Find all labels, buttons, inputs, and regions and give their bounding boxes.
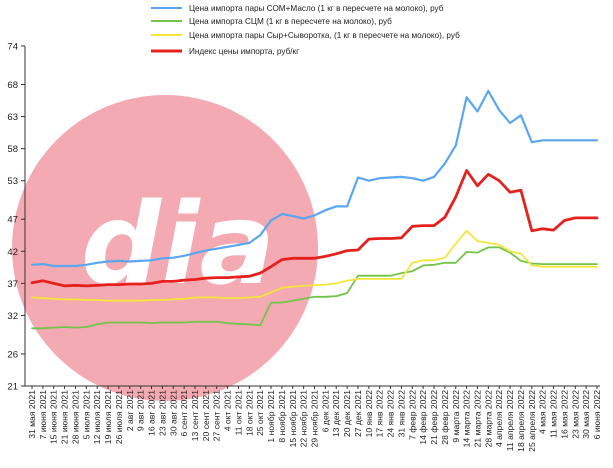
x-tick-label: 18 окт 2021 — [244, 390, 254, 436]
series-line-2 — [31, 246, 598, 330]
x-tick-label: 21 февр 2022 — [429, 390, 439, 445]
x-tick-label: 29 ноябр 2021 — [310, 390, 320, 448]
legend-label-1: Цена импорта пары СОМ+Масло (1 кг в пере… — [189, 4, 444, 13]
y-tick-label: 42 — [7, 247, 18, 258]
x-tick-label: 17 янв 2022 — [375, 390, 385, 438]
x-tick-label: 20 дек 2021 — [342, 390, 352, 437]
x-tick-label: 11 мая 2022 — [549, 390, 559, 438]
x-tick-label: 6 сент 2021 — [179, 390, 189, 437]
y-tick-label: 32 — [7, 311, 18, 322]
series-line-4 — [30, 169, 599, 288]
x-tick-label: 26 июля 2021 — [114, 390, 124, 444]
x-tick-label: 10 янв 2022 — [364, 390, 374, 438]
x-tick-label: 14 февр 2022 — [418, 390, 428, 445]
x-tick-label: 11 окт 2021 — [233, 390, 243, 436]
x-tick-label: 13 дек 2021 — [331, 390, 341, 437]
legend-label-2: Цена импорта СЦМ (1 кг в пересчете на мо… — [189, 17, 392, 26]
x-tick-label: 21 июня 2021 — [60, 390, 70, 444]
x-tick-label: 11 апреля 2022 — [505, 390, 515, 451]
x-tick-label: 15 ноябр 2021 — [288, 390, 298, 448]
y-tick-label: 47 — [7, 215, 18, 226]
x-tick-label: 25 апреля 2022 — [527, 390, 537, 452]
x-tick-label: 12 июля 2021 — [92, 390, 102, 444]
x-tick-label: 25 окт 2021 — [255, 390, 265, 436]
x-tick-label: 31 мая 2021 — [27, 390, 37, 439]
watermark-text: dia — [81, 180, 275, 310]
x-tick-label: 18 апреля 2022 — [516, 390, 526, 452]
y-tick-label: 63 — [7, 112, 18, 123]
series-line-3 — [31, 229, 598, 302]
series-line-1 — [30, 89, 599, 268]
x-tick-label: 27 дек 2021 — [353, 390, 363, 437]
dia-watermark-logo: dia — [12, 95, 318, 401]
x-tick-label: 31 янв 2022 — [396, 390, 406, 438]
x-tick-label: 30 авг 2021 — [168, 390, 178, 436]
x-tick-label: 22 ноябр 2021 — [299, 390, 309, 448]
y-tick-label: 58 — [7, 144, 18, 155]
x-tick-label: 27 сент 2021 — [212, 390, 222, 441]
y-tick-label: 74 — [7, 42, 18, 53]
legend-label-3: Цена импорта пары Сыр+Сыворотка, (1 кг в… — [189, 31, 460, 40]
x-tick-label: 16 авг 2021 — [147, 390, 157, 436]
x-tick-label: 6 дек 2021 — [320, 390, 330, 432]
x-tick-label: 4 окт 2021 — [223, 390, 233, 431]
x-tick-label: 4 мая 2022 — [538, 390, 548, 434]
x-tick-label: 9 марта 2022 — [451, 390, 461, 443]
x-tick-label: 24 янв 2022 — [386, 390, 396, 438]
legend-label-4: Индекс цены импорта, руб/кг — [189, 47, 299, 56]
x-tick-label: 20 сент 2021 — [201, 390, 211, 441]
legend: Цена импорта пары СОМ+Масло (1 кг в пере… — [151, 4, 460, 56]
x-tick-label: 5 июля 2021 — [81, 390, 91, 440]
x-tick-label: 23 авг 2021 — [157, 390, 167, 436]
y-tick-label: 53 — [7, 176, 18, 187]
x-tick-label: 4 апреля 2022 — [494, 390, 504, 447]
x-tick-label: 7 июня 2021 — [38, 390, 48, 440]
y-ticks: 21 26 32 37 42 47 53 58 63 68 74 — [7, 42, 25, 393]
x-ticks: 31 мая 2021 7 июня 2021 15 июня 2021 21 июн… — [27, 386, 602, 452]
x-tick-label: 19 июля 2021 — [103, 390, 113, 444]
x-tick-label: 21 марта 2022 — [472, 390, 482, 448]
x-tick-label: 30 мая 2022 — [581, 390, 591, 439]
x-tick-label: 16 мая 2022 — [559, 390, 569, 439]
y-tick-label: 37 — [7, 279, 18, 290]
x-tick-label: 28 июня 2021 — [70, 390, 80, 444]
x-tick-label: 6 июня 2022 — [592, 390, 602, 440]
x-tick-label: 2 авг 2021 — [125, 390, 135, 431]
y-tick-label: 21 — [7, 382, 18, 393]
x-tick-label: 23 мая 2022 — [570, 390, 580, 439]
x-tick-label: 7 февр 2022 — [407, 390, 417, 440]
y-tick-label: 68 — [7, 80, 18, 91]
y-tick-label: 26 — [7, 349, 18, 360]
x-tick-label: 13 сент 2021 — [190, 390, 200, 441]
x-tick-label: 1 ноябр 2021 — [266, 390, 276, 443]
x-tick-label: 28 марта 2022 — [483, 390, 493, 448]
series-lines — [30, 89, 599, 330]
x-tick-label: 28 февр 2022 — [440, 390, 450, 445]
x-tick-label: 14 марта 2022 — [462, 390, 472, 448]
x-tick-label: 8 ноябр 2021 — [277, 390, 287, 443]
x-tick-label: 15 июня 2021 — [49, 390, 59, 444]
chart-axes — [24, 46, 600, 387]
x-tick-label: 9 авг 2021 — [136, 390, 146, 431]
